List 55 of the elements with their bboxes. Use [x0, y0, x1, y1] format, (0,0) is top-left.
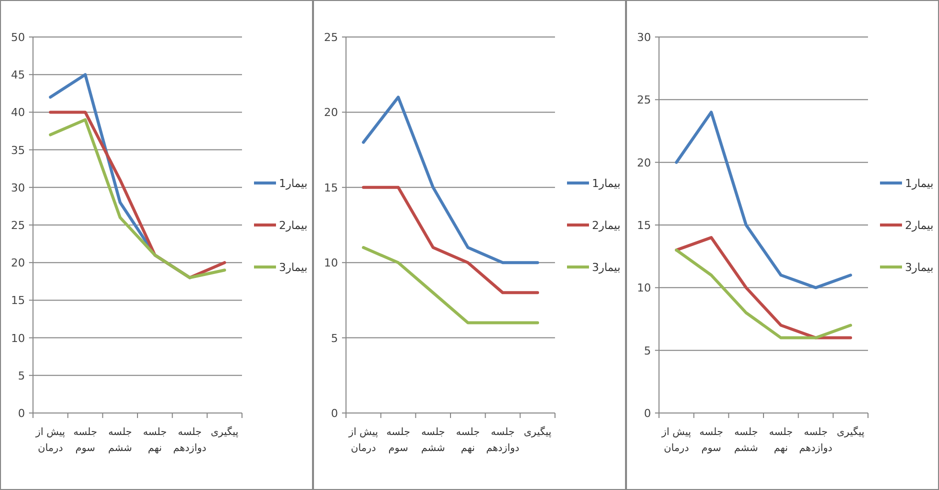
x-tick-label: جلسه سوم	[386, 427, 410, 454]
legend-label: بیمار3	[592, 261, 620, 274]
y-tick-label: 0	[644, 407, 651, 420]
legend-label: بیمار1	[905, 177, 934, 190]
y-tick-label: 25	[637, 94, 651, 107]
line-series	[362, 96, 540, 264]
y-tick-label: 10	[637, 282, 651, 295]
x-tick-label: پیش از درمان	[34, 427, 66, 454]
y-tick-label: 20	[637, 156, 651, 170]
y-tick-label: 40	[11, 106, 25, 120]
y-tick-label: 15	[324, 181, 338, 194]
y-tick-label: 35	[11, 144, 25, 157]
x-tick-label: پیگیری	[210, 426, 239, 438]
y-tick-label: 45	[11, 68, 25, 82]
y-tick-label: 0	[18, 407, 25, 420]
legend-label: بیمار2	[279, 219, 308, 232]
legend-label: بیمار1	[279, 177, 308, 190]
y-tick-label: 5	[331, 332, 338, 345]
x-tick-label: جلسه سوم	[699, 427, 724, 454]
y-tick-label: 10	[324, 256, 338, 270]
y-tick-label: 10	[11, 332, 25, 345]
x-tick-label: جلسه دوازدهم	[173, 427, 206, 454]
x-tick-label: جلسه ششم	[421, 427, 446, 454]
x-tick-label: جلسه سوم	[73, 427, 98, 454]
line-series	[362, 246, 540, 324]
x-tick-label: جلسه ششم	[108, 427, 132, 454]
y-tick-label: 5	[644, 344, 651, 358]
legend-label: بیمار3	[279, 261, 308, 274]
x-tick-label: جلسه دوازدهم	[799, 427, 832, 454]
y-tick-label: 20	[324, 106, 338, 120]
legend-label: بیمار3	[905, 261, 934, 274]
y-tick-label: 30	[11, 181, 25, 194]
x-tick-label: جلسه نهم	[456, 427, 480, 454]
x-tick-label: پیش از درمان	[660, 427, 692, 454]
y-tick-label: 15	[11, 294, 25, 308]
y-tick-label: 0	[331, 407, 338, 420]
y-tick-label: 5	[18, 369, 25, 382]
x-tick-label: جلسه نهم	[143, 427, 167, 454]
x-tick-label: پیش از درمان	[348, 427, 378, 454]
x-tick-label: پیگیری	[836, 426, 865, 438]
x-tick-label: جلسه دوازدهم	[486, 427, 520, 454]
line-series	[674, 110, 852, 290]
y-tick-label: 30	[637, 31, 651, 44]
legend-label: بیمار2	[592, 219, 620, 232]
legend-label: بیمار2	[905, 219, 934, 232]
y-tick-label: 15	[637, 219, 651, 232]
line-series	[362, 186, 540, 294]
x-tick-label: جلسه نهم	[769, 427, 793, 454]
x-tick-label: جلسه ششم	[734, 427, 758, 454]
y-tick-label: 20	[11, 256, 25, 270]
y-tick-label: 25	[11, 219, 25, 232]
legend-label: بیمار1	[592, 177, 620, 190]
y-tick-label: 50	[11, 31, 25, 44]
y-tick-label: 25	[324, 31, 338, 44]
x-tick-label: پیگیری	[524, 426, 552, 438]
